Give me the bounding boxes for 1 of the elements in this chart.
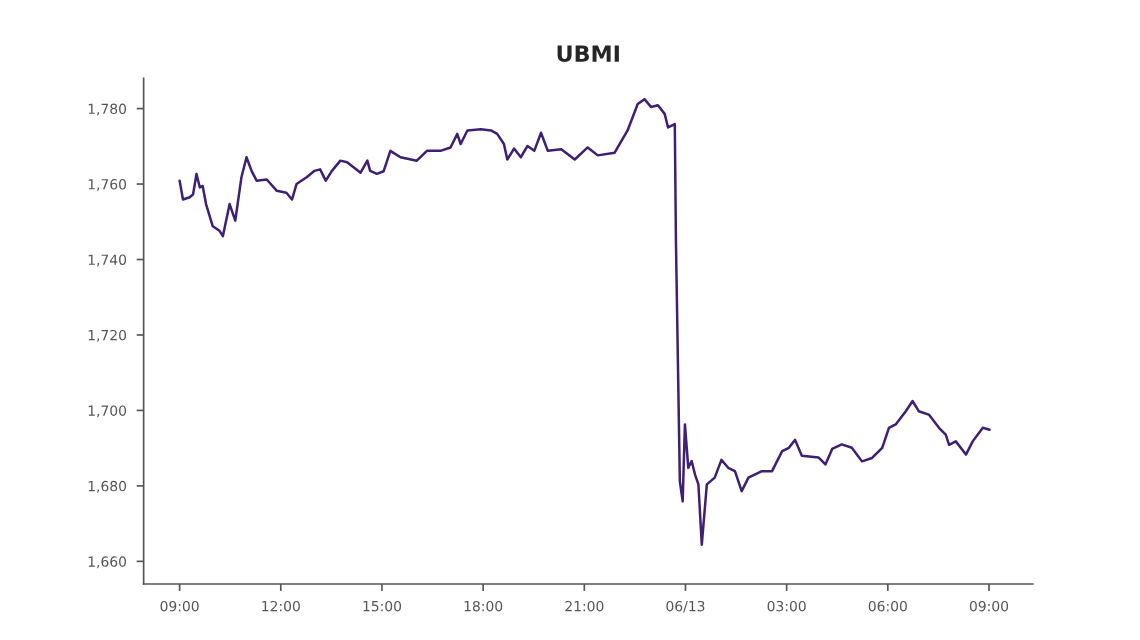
- chart-title: UBMI: [557, 45, 619, 63]
